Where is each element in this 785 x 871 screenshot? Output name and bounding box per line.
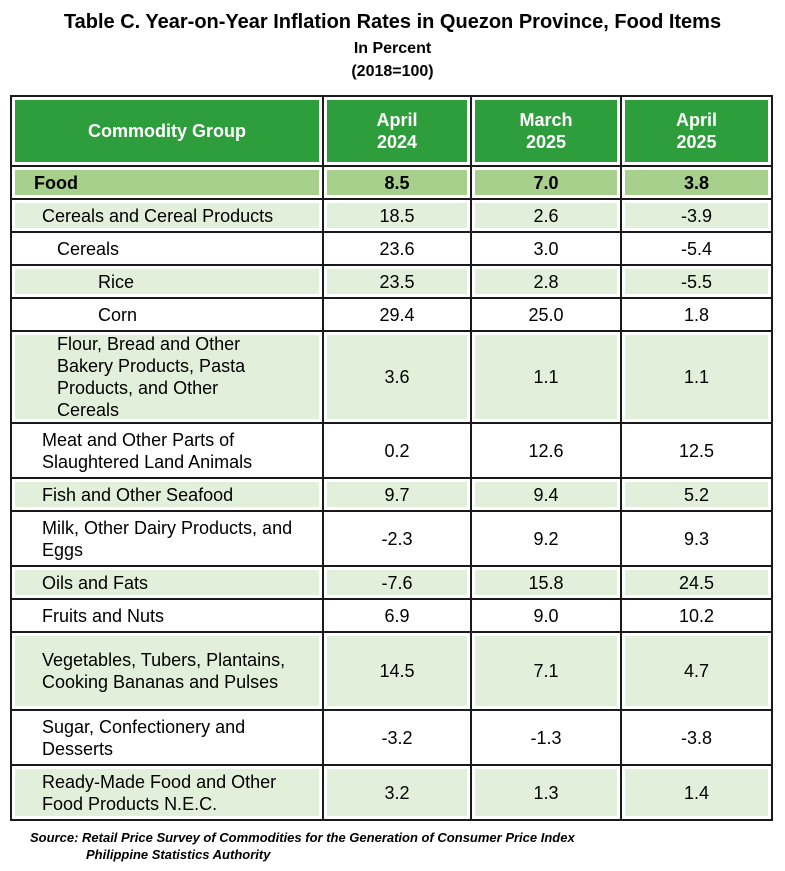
cell-april-2024: 23.6 bbox=[324, 233, 472, 266]
row-label: Fish and Other Seafood bbox=[10, 479, 324, 512]
cell-march-2025: -1.3 bbox=[472, 711, 622, 766]
table-row-food: Food 8.5 7.0 3.8 bbox=[10, 167, 773, 200]
header-april-2025: April 2025 bbox=[622, 95, 773, 167]
cell-april-2024: 9.7 bbox=[324, 479, 472, 512]
cell-april-2025: 5.2 bbox=[622, 479, 773, 512]
cell-march-2025: 15.8 bbox=[472, 567, 622, 600]
cell-march-2025: 1.1 bbox=[472, 332, 622, 424]
cell-april-2025: 4.7 bbox=[622, 633, 773, 711]
cell-march-2025: 9.0 bbox=[472, 600, 622, 633]
source-agency: Philippine Statistics Authority bbox=[86, 847, 271, 862]
cell-april-2025: 1.1 bbox=[622, 332, 773, 424]
cell-april-2024: 3.6 bbox=[324, 332, 472, 424]
cell-march-2025: 7.1 bbox=[472, 633, 622, 711]
cell-march-2025: 12.6 bbox=[472, 424, 622, 479]
row-label: Sugar, Confectionery and Desserts bbox=[10, 711, 324, 766]
table-row: Flour, Bread and Other Bakery Products, … bbox=[10, 332, 773, 424]
inflation-table: Commodity Group April 2024 March 2025 Apri… bbox=[10, 95, 773, 821]
table-row: Milk, Other Dairy Products, and Eggs -2.… bbox=[10, 512, 773, 567]
row-label: Food bbox=[10, 167, 324, 200]
table-row: Cereals 23.6 3.0 -5.4 bbox=[10, 233, 773, 266]
cell-march-2025: 9.4 bbox=[472, 479, 622, 512]
row-label: Flour, Bread and Other Bakery Products, … bbox=[10, 332, 324, 424]
table-base-year: (2018=100) bbox=[351, 63, 434, 80]
row-label: Fruits and Nuts bbox=[10, 600, 324, 633]
row-label: Vegetables, Tubers, Plantains, Cooking B… bbox=[10, 633, 324, 711]
table-row: Sugar, Confectionery and Desserts -3.2 -… bbox=[10, 711, 773, 766]
cell-april-2025: -3.9 bbox=[622, 200, 773, 233]
row-label: Cereals and Cereal Products bbox=[10, 200, 324, 233]
cell-april-2024: 6.9 bbox=[324, 600, 472, 633]
table-row: Corn 29.4 25.0 1.8 bbox=[10, 299, 773, 332]
cell-march-2025: 2.6 bbox=[472, 200, 622, 233]
cell-april-2024: 0.2 bbox=[324, 424, 472, 479]
cell-april-2024: 23.5 bbox=[324, 266, 472, 299]
row-label: Milk, Other Dairy Products, and Eggs bbox=[10, 512, 324, 567]
row-label: Cereals bbox=[10, 233, 324, 266]
table-unit: In Percent bbox=[353, 40, 432, 57]
row-label: Rice bbox=[10, 266, 324, 299]
cell-april-2024: 29.4 bbox=[324, 299, 472, 332]
cell-april-2025: -5.5 bbox=[622, 266, 773, 299]
table-row: Fish and Other Seafood 9.7 9.4 5.2 bbox=[10, 479, 773, 512]
table-row: Meat and Other Parts of Slaughtered Land… bbox=[10, 424, 773, 479]
source-note: Source: Retail Price Survey of Commoditi… bbox=[30, 829, 575, 863]
cell-march-2025: 3.0 bbox=[472, 233, 622, 266]
cell-april-2024: -3.2 bbox=[324, 711, 472, 766]
source-line: Source: Retail Price Survey of Commoditi… bbox=[30, 830, 575, 845]
cell-april-2025: 12.5 bbox=[622, 424, 773, 479]
table-row: Rice 23.5 2.8 -5.5 bbox=[10, 266, 773, 299]
cell-march-2025: 9.2 bbox=[472, 512, 622, 567]
cell-march-2025: 25.0 bbox=[472, 299, 622, 332]
cell-april-2024: 3.2 bbox=[324, 766, 472, 821]
cell-march-2025: 7.0 bbox=[472, 167, 622, 200]
row-label: Oils and Fats bbox=[10, 567, 324, 600]
table-row: Oils and Fats -7.6 15.8 24.5 bbox=[10, 567, 773, 600]
cell-april-2025: 3.8 bbox=[622, 167, 773, 200]
cell-april-2025: 10.2 bbox=[622, 600, 773, 633]
cell-april-2025: 1.4 bbox=[622, 766, 773, 821]
table-row: Ready-Made Food and Other Food Products … bbox=[10, 766, 773, 821]
cell-april-2025: 1.8 bbox=[622, 299, 773, 332]
cell-april-2025: 9.3 bbox=[622, 512, 773, 567]
row-label: Meat and Other Parts of Slaughtered Land… bbox=[10, 424, 324, 479]
row-label: Corn bbox=[10, 299, 324, 332]
header-commodity-group: Commodity Group bbox=[10, 95, 324, 167]
header-march-2025: March 2025 bbox=[472, 95, 622, 167]
table-title: Table C. Year-on-Year Inflation Rates in… bbox=[63, 11, 722, 33]
cell-april-2024: -7.6 bbox=[324, 567, 472, 600]
table-row: Vegetables, Tubers, Plantains, Cooking B… bbox=[10, 633, 773, 711]
table-header-row: Commodity Group April 2024 March 2025 Apri… bbox=[10, 95, 773, 167]
header-april-2024: April 2024 bbox=[324, 95, 472, 167]
cell-april-2024: -2.3 bbox=[324, 512, 472, 567]
table-row: Fruits and Nuts 6.9 9.0 10.2 bbox=[10, 600, 773, 633]
cell-march-2025: 1.3 bbox=[472, 766, 622, 821]
table-row: Cereals and Cereal Products 18.5 2.6 -3.… bbox=[10, 200, 773, 233]
cell-april-2025: 24.5 bbox=[622, 567, 773, 600]
cell-april-2024: 18.5 bbox=[324, 200, 472, 233]
cell-april-2024: 8.5 bbox=[324, 167, 472, 200]
row-label: Ready-Made Food and Other Food Products … bbox=[10, 766, 324, 821]
cell-april-2025: -3.8 bbox=[622, 711, 773, 766]
cell-april-2024: 14.5 bbox=[324, 633, 472, 711]
cell-march-2025: 2.8 bbox=[472, 266, 622, 299]
cell-april-2025: -5.4 bbox=[622, 233, 773, 266]
